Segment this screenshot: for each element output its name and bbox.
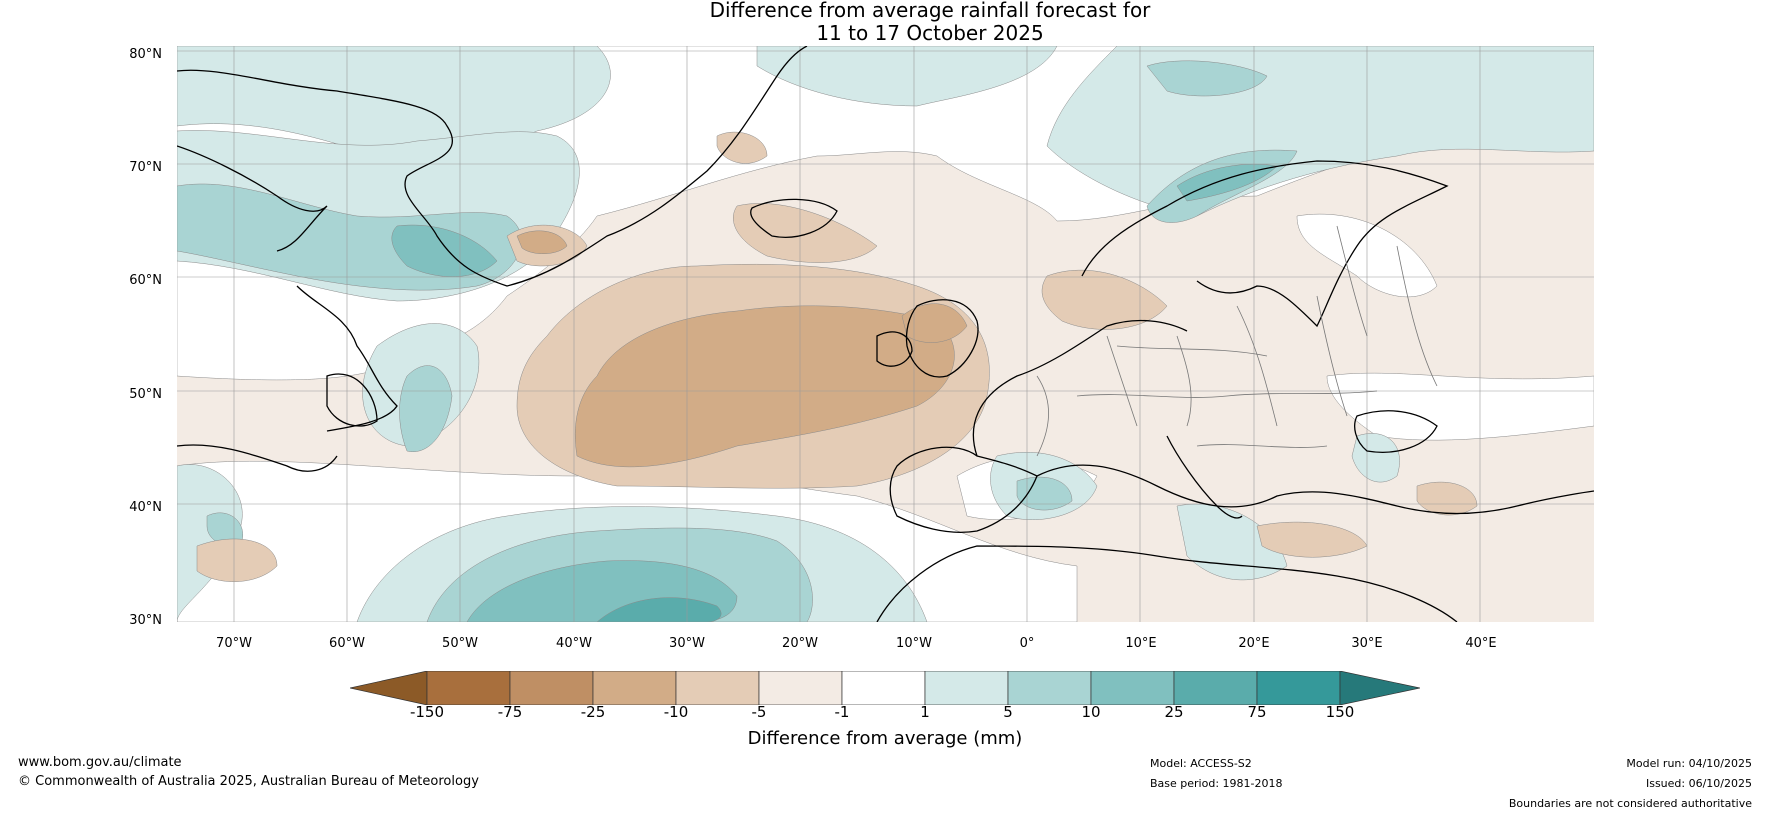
- lon-label-0: 0°: [1019, 636, 1035, 651]
- colorbar-tick: -10: [663, 703, 689, 721]
- copyright-text: © Commonwealth of Australia 2025, Austra…: [18, 774, 479, 789]
- negative-anomaly-light: [1416, 481, 1478, 516]
- colorbar-segment: [1256, 671, 1341, 705]
- positive-anomaly-light: [756, 46, 1058, 107]
- colorbar-segment: [1339, 671, 1420, 705]
- lon-label-20e: 20°E: [1238, 636, 1270, 651]
- british-isles-coast: [905, 299, 979, 378]
- border-line: [1236, 305, 1278, 427]
- colorbar-segment: [509, 671, 594, 705]
- colorbar-segment: [1173, 671, 1258, 705]
- border-line: [1196, 444, 1328, 448]
- colorbar-tick: -150: [409, 703, 445, 721]
- lon-label-10w: 10°W: [896, 636, 932, 651]
- positive-anomaly-light: [1351, 433, 1400, 483]
- lon-label-50w: 50°W: [442, 636, 478, 651]
- lon-label-60w: 60°W: [329, 636, 365, 651]
- colorbar-tick: 1: [920, 703, 930, 721]
- base-period: Base period: 1981-2018: [1150, 777, 1283, 790]
- positive-anomaly-mid: [1146, 60, 1268, 97]
- colorbar-segment: [426, 671, 511, 705]
- colorbar-segment: [1007, 671, 1092, 705]
- colorbar-segment: [924, 671, 1009, 705]
- lon-label-10e: 10°E: [1125, 636, 1157, 651]
- map-title-line1: Difference from average rainfall forecas…: [709, 0, 1151, 22]
- lon-label-40w: 40°W: [556, 636, 592, 651]
- country-borders: [1036, 225, 1438, 457]
- website-link[interactable]: www.bom.gov.au/climate: [18, 755, 182, 770]
- italy-coast: [1166, 435, 1243, 519]
- ireland-coast: [876, 331, 913, 367]
- colorbar-segment: [1090, 671, 1175, 705]
- near-average-zone: [1326, 372, 1594, 441]
- western-europe-coast: [972, 319, 1188, 457]
- colorbar-tick: 5: [1003, 703, 1013, 721]
- issued-date: Issued: 06/10/2025: [1645, 777, 1752, 790]
- newfoundland-coast: [326, 373, 378, 427]
- border-line: [1336, 225, 1368, 337]
- lat-label-50n: 50°N: [129, 387, 162, 402]
- iberia-coast: [889, 446, 1038, 533]
- positive-anomaly-very-strong: [596, 597, 722, 622]
- border-line: [1036, 375, 1049, 457]
- lat-label-40n: 40°N: [129, 500, 162, 515]
- negative-anomaly-light: [196, 538, 278, 582]
- colorbar-label: Difference from average (mm): [747, 728, 1023, 749]
- greenland-coast: [177, 46, 808, 287]
- lat-label-60n: 60°N: [129, 273, 162, 288]
- model-run-date: Model run: 04/10/2025: [1626, 757, 1752, 770]
- colorbar: [350, 671, 1420, 705]
- positive-anomaly-mid: [399, 365, 453, 453]
- scandinavia-coast: [1081, 160, 1449, 328]
- colorbar-segment: [592, 671, 677, 705]
- model-name: Model: ACCESS-S2: [1150, 757, 1252, 770]
- labrador-coast: [296, 285, 398, 432]
- lat-label-80n: 80°N: [129, 47, 162, 62]
- positive-anomaly-strong: [391, 224, 498, 277]
- lat-label-30n: 30°N: [129, 613, 162, 628]
- negative-anomaly-mid: [516, 230, 568, 254]
- border-line: [1106, 335, 1138, 427]
- colorbar-tick: -75: [497, 703, 523, 721]
- lon-label-30w: 30°W: [669, 636, 705, 651]
- border-line: [1176, 335, 1192, 427]
- lon-label-30e: 30°E: [1351, 636, 1383, 651]
- lat-label-70n: 70°N: [129, 160, 162, 175]
- boundaries-disclaimer: Boundaries are not considered authoritat…: [1508, 797, 1752, 810]
- border-line: [1116, 345, 1268, 357]
- colorbar-tick: -1: [834, 703, 850, 721]
- north-africa-coast: [876, 545, 1458, 622]
- colorbar-tick: -25: [580, 703, 606, 721]
- coastlines: [177, 46, 1594, 622]
- lon-label-20w: 20°W: [782, 636, 818, 651]
- mediterranean-coast: [1036, 464, 1594, 515]
- map-title-line2: 11 to 17 October 2025: [816, 21, 1044, 45]
- negative-anomaly-mid: [574, 305, 955, 468]
- colorbar-segment: [350, 671, 428, 705]
- map-canvas: [177, 46, 1594, 622]
- baffin-island-coast: [177, 145, 328, 252]
- negative-anomaly-mid: [901, 303, 968, 343]
- iceland-coast: [750, 198, 838, 238]
- colorbar-tick: -5: [751, 703, 767, 721]
- lon-label-40e: 40°E: [1465, 636, 1497, 651]
- colorbar-segment: [841, 671, 926, 705]
- map-title: Difference from average rainfall forecas…: [0, 0, 1770, 45]
- negative-anomaly-light: [733, 203, 878, 263]
- colorbar-tick: 75: [1247, 703, 1267, 721]
- colorbar-tick: 25: [1164, 703, 1184, 721]
- rainfall-anomaly-map: [177, 46, 1594, 622]
- colorbar-segment: [675, 671, 760, 705]
- lon-label-70w: 70°W: [216, 636, 252, 651]
- colorbar-tick: 150: [1325, 703, 1355, 721]
- colorbar-segment: [758, 671, 843, 705]
- border-line: [1076, 390, 1378, 398]
- border-line: [1316, 295, 1348, 417]
- nova-scotia-coast: [177, 444, 338, 472]
- border-line: [1396, 245, 1438, 387]
- colorbar-tick: 10: [1081, 703, 1101, 721]
- black-sea-coast: [1354, 410, 1438, 453]
